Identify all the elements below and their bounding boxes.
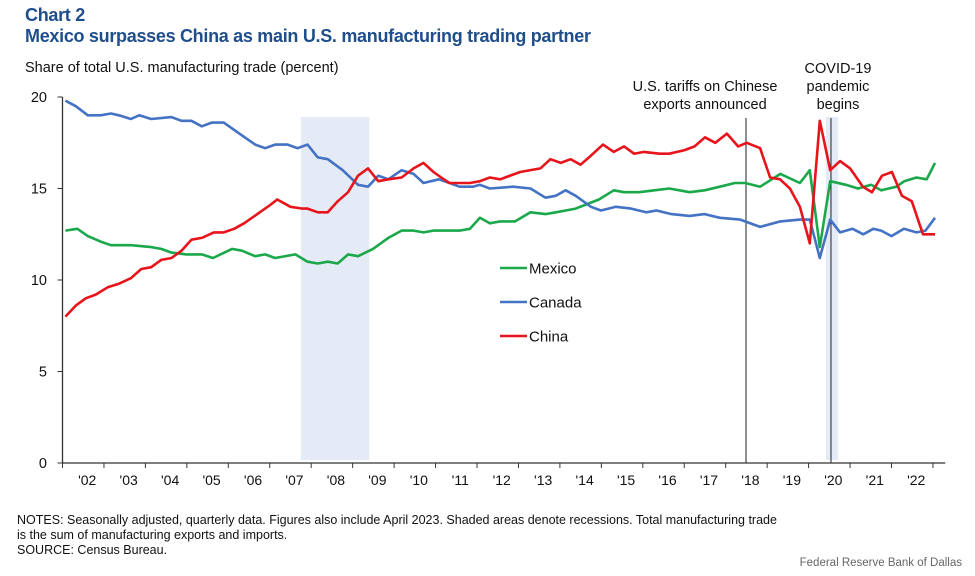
x-tick-label: '14	[576, 472, 594, 488]
x-tick-label: '02	[78, 472, 96, 488]
x-tick-label: '07	[285, 472, 303, 488]
y-tick-label: 0	[39, 456, 47, 472]
recession-shade	[826, 117, 839, 460]
x-tick-label: '10	[410, 472, 428, 488]
x-tick-label: '05	[202, 472, 220, 488]
x-tick-label: '17	[700, 472, 718, 488]
annotation-text: exports announced	[643, 97, 766, 113]
y-tick-label: 5	[39, 365, 47, 381]
annotation-text: U.S. tariffs on Chinese	[633, 79, 778, 95]
credit-text: Federal Reserve Bank of Dallas	[799, 557, 962, 569]
x-tick-label: '19	[783, 472, 801, 488]
legend-label-mexico: Mexico	[529, 261, 577, 278]
series-line-mexico	[65, 162, 937, 265]
x-tick-label: '08	[327, 472, 345, 488]
x-tick-label: '16	[658, 472, 676, 488]
notes-text: NOTES: Seasonally adjusted, quarterly da…	[17, 513, 777, 542]
x-tick-label: '03	[120, 472, 138, 488]
x-tick-label: '21	[866, 472, 884, 488]
legend-label-canada: Canada	[529, 295, 582, 312]
line-chart: U.S. tariffs on Chinese exports announced…	[31, 61, 946, 488]
chart-title: Mexico surpasses China as main U.S. manu…	[25, 26, 591, 46]
legend-label-china: China	[529, 329, 569, 346]
x-tick-label: '20	[824, 472, 842, 488]
notes-block: NOTES: Seasonally adjusted, quarterly da…	[17, 513, 777, 558]
annotation-text: begins	[817, 97, 860, 113]
y-axis-label: Share of total U.S. manufacturing trade …	[25, 60, 339, 76]
x-tick-label: '15	[617, 472, 635, 488]
x-tick-label: '12	[493, 472, 511, 488]
x-tick-label: '09	[368, 472, 386, 488]
x-tick-label: '18	[741, 472, 759, 488]
y-tick-label: 10	[31, 273, 47, 289]
x-tick-label: '11	[452, 472, 469, 488]
recession-shade	[300, 117, 370, 460]
y-tick-label: 15	[31, 182, 47, 198]
chart-number: Chart 2	[25, 5, 85, 25]
x-tick-label: '04	[161, 472, 179, 488]
annotation-text: pandemic	[807, 79, 870, 95]
series-line-canada	[64, 99, 937, 260]
source-text: SOURCE: Census Bureau.	[17, 543, 168, 557]
series-line-china	[64, 119, 935, 318]
x-tick-label: '13	[534, 472, 552, 488]
x-tick-label: '22	[907, 472, 925, 488]
y-tick-label: 20	[31, 90, 47, 106]
annotation-text: COVID-19	[805, 61, 872, 77]
x-tick-label: '06	[244, 472, 262, 488]
